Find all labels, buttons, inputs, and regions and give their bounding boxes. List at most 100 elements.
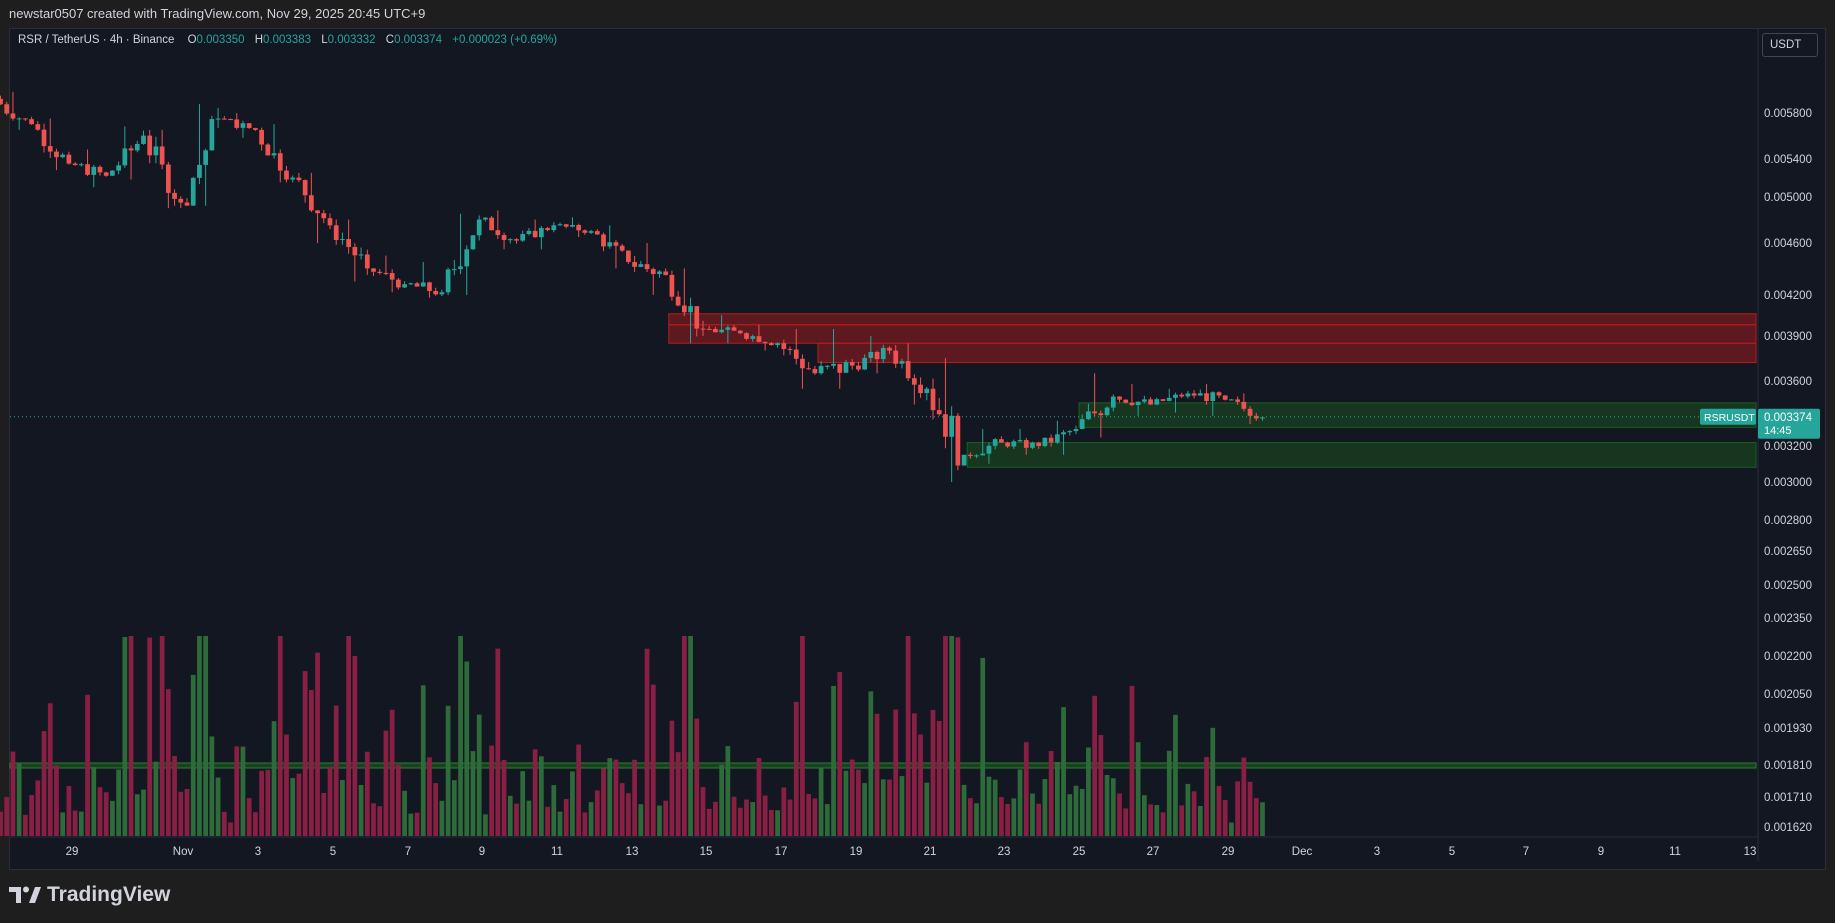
volume-bar xyxy=(644,648,650,836)
candle-body xyxy=(986,445,992,454)
x-tick-label: 5 xyxy=(1449,846,1455,858)
symbol-title[interactable]: RSR / TetherUS · 4h · Binance xyxy=(18,34,175,46)
x-tick-label: 9 xyxy=(1598,846,1604,858)
volume-bar xyxy=(1197,805,1203,836)
candle-body xyxy=(159,146,165,165)
candle-body xyxy=(221,118,227,120)
volume-bar xyxy=(284,734,289,836)
volume-bar xyxy=(315,652,320,836)
volume-bar xyxy=(756,758,762,836)
candle-body xyxy=(1241,401,1247,409)
candle-body xyxy=(501,235,507,240)
candle-body xyxy=(787,348,793,350)
volume-bar xyxy=(607,758,613,836)
volume-bar xyxy=(762,795,768,836)
candle-body xyxy=(209,119,215,151)
volume-bar xyxy=(197,636,202,836)
candle-body xyxy=(731,327,737,331)
candle-body xyxy=(66,154,72,164)
volume-bar xyxy=(1098,735,1104,836)
candle-body xyxy=(396,279,401,288)
currency-selector[interactable]: USDT xyxy=(1762,33,1818,57)
volume-bar xyxy=(78,811,84,836)
candle-body xyxy=(1017,440,1023,442)
volume-bar xyxy=(570,771,575,836)
volume-bar xyxy=(47,703,53,836)
candle-body xyxy=(824,365,830,367)
candle-body xyxy=(1135,401,1141,406)
volume-bar xyxy=(1042,779,1048,836)
volume-bar xyxy=(1054,761,1060,836)
x-tick-label: 7 xyxy=(405,846,411,858)
attribution-bar: newstar0507 created with TradingView.com… xyxy=(0,0,1835,28)
candle-body xyxy=(439,292,445,295)
y-tick-label: 0.005000 xyxy=(1764,192,1812,204)
volume-bar xyxy=(91,767,97,836)
volume-bar xyxy=(781,787,787,836)
candle-body xyxy=(389,273,395,280)
candle-body xyxy=(570,225,575,227)
volume-bar xyxy=(234,746,240,836)
candle-body xyxy=(706,328,712,330)
candle-body xyxy=(29,119,34,125)
candle-body xyxy=(1129,402,1135,406)
x-tick-label: 27 xyxy=(1147,846,1160,858)
volume-bar xyxy=(837,671,843,836)
candle-body xyxy=(1117,396,1122,400)
volume-bar xyxy=(122,637,128,836)
volume-bar xyxy=(936,720,942,836)
candle-body xyxy=(887,347,892,351)
candle-body xyxy=(800,358,805,369)
candle-body xyxy=(190,177,196,206)
volume-bar xyxy=(514,803,519,836)
volume-bar xyxy=(1048,751,1054,836)
candle-body xyxy=(626,250,631,262)
candle-body xyxy=(669,274,675,297)
symbol-legend: RSR / TetherUS · 4h · Binance O0.003350 … xyxy=(18,34,557,46)
volume-bar xyxy=(1216,785,1222,836)
candle-body xyxy=(507,239,513,241)
candle-body xyxy=(588,231,594,233)
candle-body xyxy=(681,305,687,313)
y-tick-label: 0.002800 xyxy=(1764,515,1812,527)
volume-bar xyxy=(1160,812,1166,836)
candle-body xyxy=(178,198,184,203)
candle-body xyxy=(483,217,488,220)
candle-body xyxy=(91,166,97,175)
volume-bar xyxy=(588,802,594,836)
candle-body xyxy=(0,98,3,105)
volume-bar xyxy=(744,799,749,836)
volume-bar xyxy=(731,796,737,836)
footer-brand[interactable]: TradingView xyxy=(9,880,170,910)
volume-bar xyxy=(862,783,867,836)
candle-body xyxy=(1148,399,1153,405)
volume-bar xyxy=(769,809,774,836)
y-tick-label: 0.003600 xyxy=(1764,376,1812,388)
candle-body xyxy=(1210,392,1216,402)
volume-bar xyxy=(806,793,812,836)
candle-body xyxy=(831,363,836,366)
volume-bar xyxy=(97,787,103,836)
volume-bar xyxy=(190,674,196,836)
volume-bar xyxy=(787,799,793,836)
volume-bar xyxy=(1011,798,1017,836)
volume-bar xyxy=(396,764,401,836)
volume-bar xyxy=(594,790,600,836)
candle-body xyxy=(302,180,308,196)
candle-body xyxy=(1173,394,1178,398)
volume-bar xyxy=(178,791,184,836)
candle-body xyxy=(949,415,955,437)
candle-body xyxy=(228,119,233,121)
volume-bar xyxy=(296,773,302,836)
brand-name: TradingView xyxy=(47,883,171,906)
attribution-text: newstar0507 created with TradingView.com… xyxy=(9,6,426,21)
volume-bar xyxy=(706,808,712,836)
volume-bar xyxy=(476,714,482,836)
volume-bar xyxy=(967,798,973,836)
candle-body xyxy=(1235,399,1240,402)
volume-bar xyxy=(694,718,700,836)
candle-body xyxy=(750,336,756,339)
candle-body xyxy=(458,266,463,270)
candle-body xyxy=(16,118,22,120)
